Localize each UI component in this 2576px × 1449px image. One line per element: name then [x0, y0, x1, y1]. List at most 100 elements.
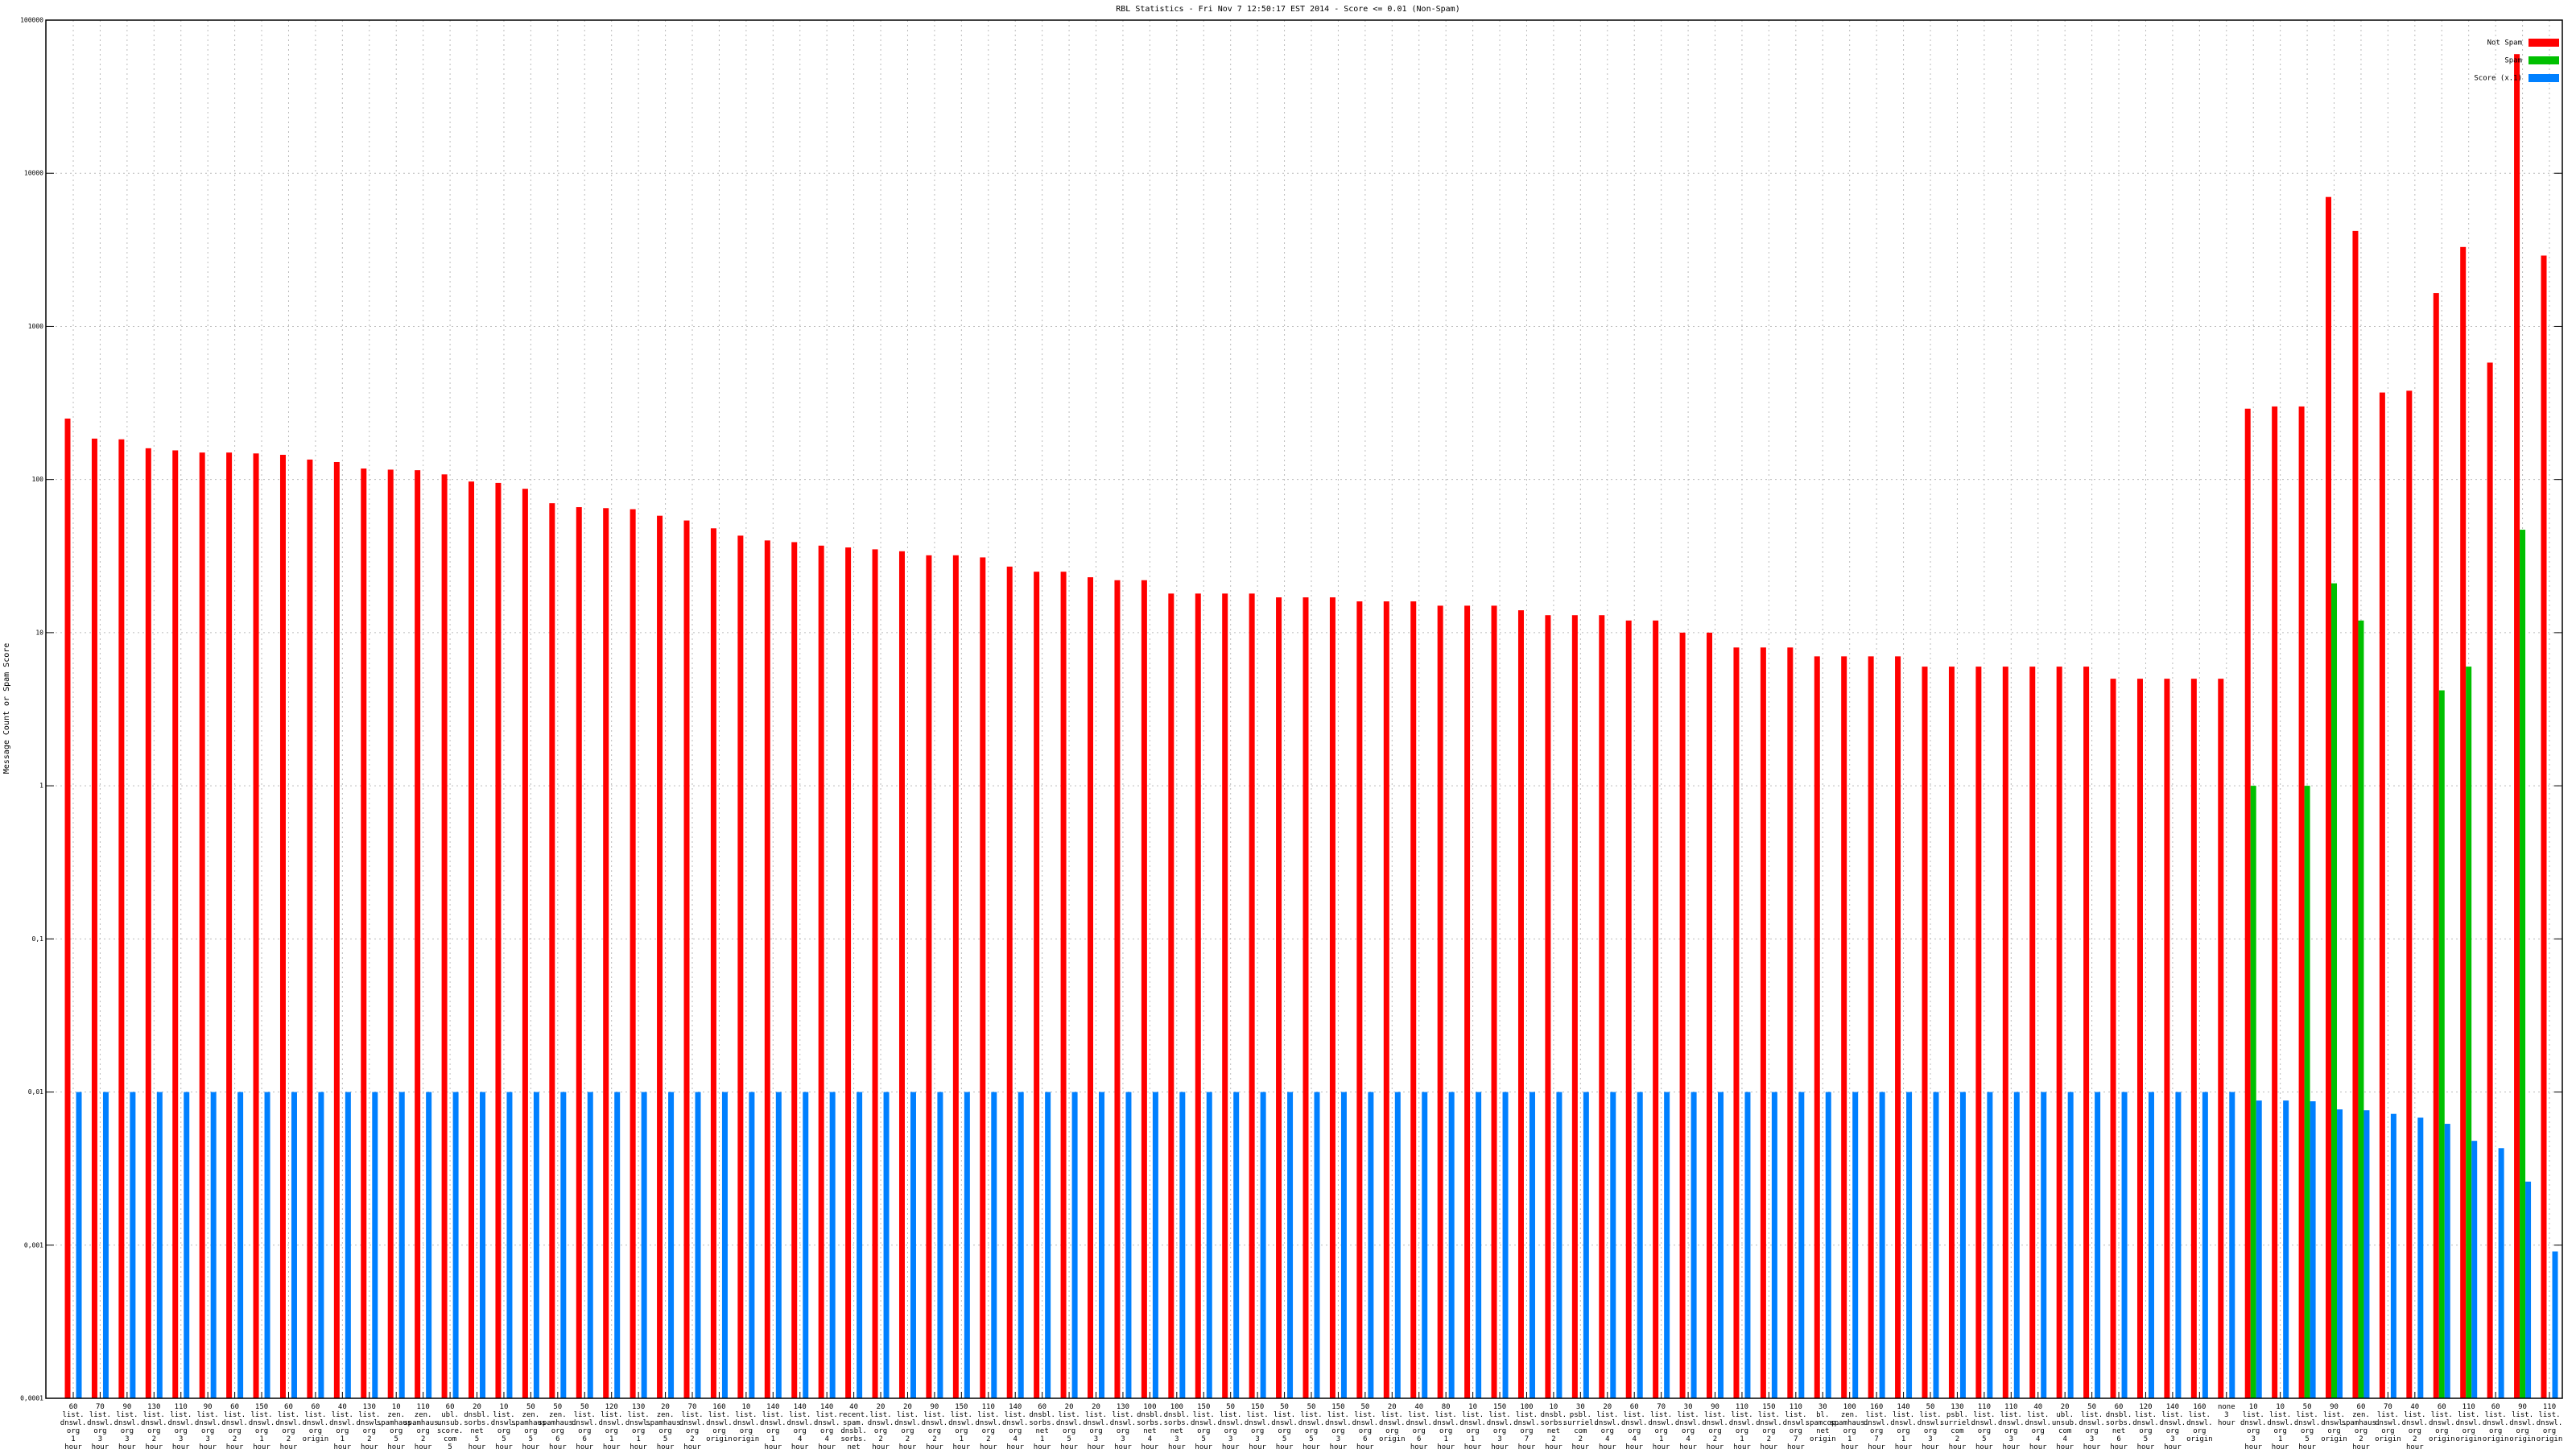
bar: [1664, 1092, 1670, 1398]
bar: [2304, 786, 2310, 1398]
y-tick-label: 0,0001: [20, 1395, 43, 1402]
x-tick-label: 150 list. dnswl. org 1 hour: [948, 1403, 975, 1449]
x-tick-label: 130 list. dnswl. org 1 hour: [625, 1403, 652, 1449]
bar: [603, 508, 609, 1399]
bar: [668, 1092, 675, 1398]
y-tick-label: 10: [35, 629, 43, 636]
bar: [991, 1092, 997, 1398]
x-tick-label: 110 list. dnswl. org 7 hour: [1783, 1403, 1810, 1449]
x-tick-label: 10 list. dnswl. org 3 hour: [2240, 1403, 2267, 1449]
y-tick-label: 0,01: [28, 1088, 43, 1096]
x-tick-label: 10 dnsbl. sorbs. net 2 hour: [1541, 1403, 1567, 1449]
bar: [1959, 1092, 1966, 1398]
bar: [2552, 1251, 2558, 1398]
x-tick-label: 50 list. dnswl. org 5 hour: [2294, 1403, 2321, 1449]
x-tick-label: 40 list. dnswl. org 1 hour: [329, 1403, 356, 1449]
bar: [2326, 196, 2332, 1399]
x-tick-label: 110 list. dnswl. org origin: [2537, 1403, 2563, 1443]
x-tick-label: 100 dnsbl. sorbs. net 3 hour: [1164, 1403, 1191, 1449]
bar: [291, 1092, 297, 1398]
bar: [279, 454, 286, 1398]
x-tick-label: 110 list. dnswl. org origin: [2455, 1403, 2482, 1443]
bar: [1760, 647, 1766, 1398]
bar: [1895, 656, 1901, 1398]
bar: [156, 1092, 163, 1398]
bar: [2298, 406, 2305, 1398]
x-tick-label: 110 list. dnswl. org 3 hour: [167, 1403, 194, 1449]
bar: [237, 1092, 244, 1398]
bar: [1571, 615, 1578, 1398]
x-tick-label: 150 list. dnswl. org 3 hour: [1325, 1403, 1352, 1449]
bar: [1088, 577, 1094, 1398]
bar: [2002, 667, 2008, 1398]
bar: [2041, 1092, 2047, 1398]
bar: [469, 481, 475, 1398]
x-tick-label: 20 list. dnswl. org 5 hour: [1056, 1403, 1083, 1449]
x-tick-label: 120 list. dnswl. org 5 hour: [2132, 1403, 2159, 1449]
bar: [560, 1092, 567, 1398]
x-tick-label: 10 list. dnswl. org 5 hour: [491, 1403, 518, 1449]
x-tick-label: 60 list. dnswl. org 4 hour: [1621, 1403, 1648, 1449]
bar: [1610, 1092, 1616, 1398]
bar: [452, 1092, 459, 1398]
x-tick-label: 60 list. dnswl. org 2 hour: [275, 1403, 302, 1449]
bar: [1841, 656, 1847, 1398]
bar: [2379, 392, 2385, 1399]
x-tick-label: 50 zen. spamhaus. org 6 hour: [538, 1403, 577, 1449]
bar: [910, 1092, 916, 1398]
x-tick-label: 130 psbl. surriel. com 2 hour: [1940, 1403, 1975, 1449]
bar: [683, 520, 690, 1399]
bar: [184, 1092, 190, 1398]
x-tick-label: 40 list. dnswl. org 2 hour: [2402, 1403, 2429, 1449]
y-tick-label: 0,001: [24, 1241, 43, 1249]
legend-swatch: [2529, 39, 2559, 47]
bar: [1771, 1092, 1777, 1398]
bar: [964, 1092, 970, 1398]
x-tick-label: 100 dnsbl. sorbs. net 4 hour: [1137, 1403, 1163, 1449]
bar: [641, 1092, 647, 1398]
bar: [2390, 1113, 2396, 1398]
x-tick-label: 20 list. dnswl. org 2 hour: [868, 1403, 894, 1449]
bar: [2337, 1109, 2343, 1398]
bar: [2471, 1141, 2478, 1398]
bar: [199, 452, 205, 1398]
bar: [775, 1092, 782, 1398]
bar: [118, 439, 125, 1398]
bar: [576, 506, 582, 1398]
bar: [1690, 1092, 1697, 1398]
bar: [1125, 1092, 1132, 1398]
x-tick-label: 60 list. dnswl. org 1 hour: [60, 1403, 87, 1449]
x-tick-label: 110 list. dnswl. org 2 hour: [976, 1403, 1002, 1449]
bar: [1653, 620, 1659, 1398]
bar: [2460, 246, 2467, 1399]
bar: [333, 461, 340, 1398]
bar: [1948, 667, 1955, 1398]
x-tick-label: 120 list. dnswl. org 1 hour: [598, 1403, 625, 1449]
bar: [1410, 601, 1417, 1398]
bar: [2164, 679, 2170, 1398]
x-tick-label: 90 list. dnswl. org 3 hour: [195, 1403, 221, 1449]
x-tick-label: 30 list. dnswl. org 4 hour: [1675, 1403, 1702, 1449]
bar: [1868, 656, 1874, 1398]
bar: [1394, 1092, 1401, 1398]
bar: [2056, 667, 2062, 1398]
bar: [791, 542, 798, 1398]
legend-swatch: [2529, 74, 2559, 82]
bar: [2352, 230, 2359, 1399]
y-tick-label: 100000: [20, 17, 43, 24]
bar: [1287, 1092, 1294, 1398]
x-tick-label: 60 list. dnswl. org origin: [2483, 1403, 2509, 1443]
x-tick-label: 50 list. dnswl. org 5 hour: [1298, 1403, 1325, 1449]
x-tick-label: 40 list. dnswl. org 6 hour: [1406, 1403, 1432, 1449]
x-tick-label: 40 list. dnswl. org 4 hour: [2025, 1403, 2051, 1449]
bar: [1045, 1092, 1051, 1398]
bar: [1502, 1092, 1509, 1398]
x-tick-label: 20 list. dnswl. org 2 hour: [894, 1403, 921, 1449]
x-tick-label: 60 zen. spamhaus. org 2 hour: [2342, 1403, 2381, 1449]
bar: [980, 557, 986, 1399]
x-tick-label: 10 list. dnswl. org 1 hour: [1459, 1403, 1486, 1449]
bar: [1179, 1092, 1186, 1398]
bar: [1302, 597, 1309, 1398]
bar: [76, 1092, 82, 1398]
